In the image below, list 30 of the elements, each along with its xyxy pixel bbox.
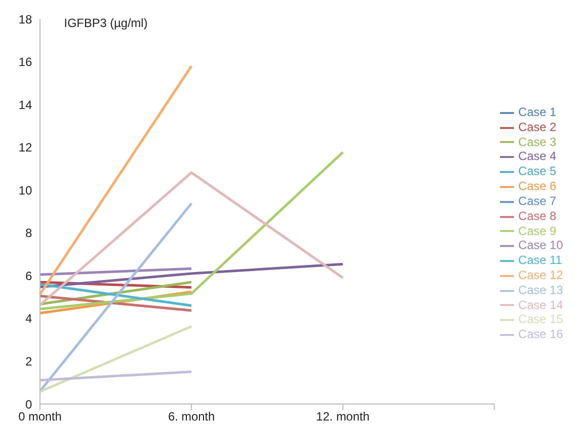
y-tick-label: 2	[25, 354, 32, 368]
legend-label: Case 6	[518, 179, 556, 194]
legend-label: Case 7	[518, 194, 556, 208]
y-tick-label: 14	[18, 98, 32, 112]
y-axis-title: IGFBP3 (µg/ml)	[64, 16, 148, 30]
y-tick-label: 18	[18, 12, 32, 26]
y-tick-label: 12	[18, 140, 32, 155]
legend-label: Case 11	[518, 253, 562, 268]
y-tick-label: 16	[18, 55, 32, 70]
legend-label: Case 10	[518, 238, 563, 252]
y-tick-label: 0	[25, 397, 32, 412]
y-tick-label: 4	[25, 312, 32, 326]
x-tick-label: 0 month	[18, 410, 62, 424]
legend-label: Case 2	[518, 120, 556, 134]
x-tick-label: 6. month	[168, 410, 215, 424]
y-tick-label: 10	[18, 183, 32, 198]
x-tick-label: 12. month	[316, 410, 370, 424]
legend-label: Case 3	[518, 134, 556, 149]
legend-label: Case 15	[518, 312, 563, 326]
legend-label: Case 5	[518, 164, 556, 178]
legend-label: Case 13	[518, 282, 563, 297]
legend-label: Case 9	[518, 224, 556, 238]
legend-label: Case 8	[518, 208, 556, 223]
legend-label: Case 12	[518, 268, 563, 282]
y-tick-label: 6	[25, 268, 32, 283]
y-tick-label: 8	[25, 226, 32, 240]
legend-label: Case 1	[518, 104, 556, 119]
legend-label: Case 16	[518, 327, 563, 342]
legend-label: Case 14	[518, 298, 563, 312]
legend-label: Case 4	[518, 149, 556, 164]
